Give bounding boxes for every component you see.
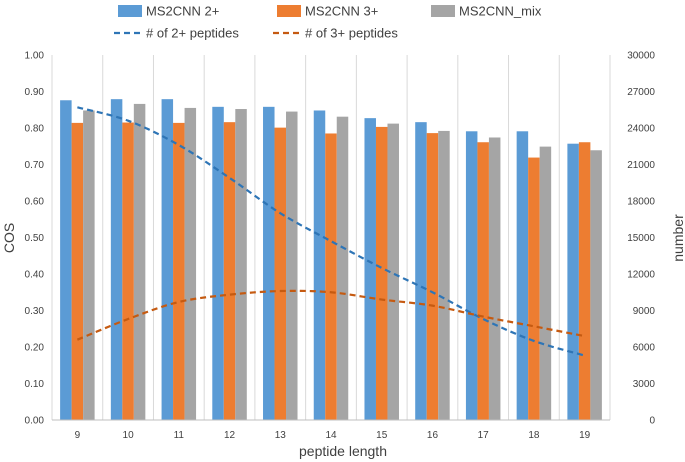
bar [567,143,579,420]
bar [83,110,95,420]
right-axis-ticks: 0 3000 6000 9000 12000 15000 18000 21000 24000 27… [627,51,655,427]
bar [590,150,602,420]
x-tick-label: 12 [224,430,236,441]
y-tick-label: 0.50 [25,233,45,244]
x-tick-label: 19 [579,430,591,441]
y-tick-label: 0.70 [25,160,45,171]
bar [122,122,134,421]
bar [184,107,197,421]
x-tick-label: 14 [325,430,337,441]
bar [133,103,146,420]
legend: MS2CNN 2+ MS2CNN 3+ MS2CNN_mix # of 2+ pept… [114,4,542,41]
bar [313,110,326,420]
y-tick-label: 1.00 [25,51,45,62]
y-tick-label: 0.10 [25,379,45,390]
bar [438,130,450,421]
x-tick-label: 16 [427,430,439,441]
bar [364,118,376,421]
y-tick-label: 0.40 [25,270,45,281]
bar [516,131,529,420]
y-axis-label: COS [1,223,17,253]
bar [173,122,185,420]
line-series [76,106,585,357]
bar [578,142,591,421]
bar [387,123,399,421]
bar [528,157,540,420]
legend-label: MS2CNN_mix [459,4,542,19]
bar [426,133,439,421]
y2-tick-label: 27000 [627,87,655,98]
y2-tick-label: 12000 [627,270,655,281]
bar [235,109,247,421]
y-tick-label: 0.60 [25,197,45,208]
y2-tick-label: 9000 [633,306,656,317]
legend-swatch [118,5,142,17]
y2-tick-label: 30000 [627,51,655,62]
y-tick-label: 0.00 [25,416,45,427]
legend-label: MS2CNN 3+ [305,4,378,19]
x-tick-label: 9 [75,430,81,441]
legend-swatch [431,5,455,17]
legend-swatch [277,5,301,17]
bar [274,127,287,420]
x-tick-label: 17 [478,430,490,441]
y-tick-label: 0.90 [25,87,45,98]
y2-tick-label: 3000 [633,379,656,390]
legend-label: MS2CNN 2+ [146,4,219,19]
bar [375,126,388,420]
bar [110,99,123,420]
x-axis-label: peptide length [299,443,387,459]
bar [60,100,72,420]
y2-tick-label: 6000 [633,343,656,354]
bar [539,146,552,421]
bar [415,122,427,420]
y-tick-label: 0.30 [25,306,45,317]
bar [263,106,275,420]
bar [325,133,337,420]
bar [465,131,478,420]
y-tick-label: 0.20 [25,343,45,354]
y2-tick-label: 24000 [627,124,655,135]
x-tick-label: 11 [174,430,185,441]
legend-label: # of 2+ peptides [146,26,239,41]
y2-tick-label: 0 [649,416,655,427]
y2-axis-label: number [670,214,685,262]
legend-label: # of 3+ peptides [305,26,398,41]
y-tick-label: 0.80 [25,124,45,135]
bar [223,122,236,420]
x-tick-label: 15 [376,430,388,441]
bar [336,116,349,420]
bar [71,122,84,420]
left-axis-ticks: 0.00 0.10 0.20 0.30 0.40 0.50 0.60 0.70 0.80 0.90… [25,51,45,427]
bar [161,99,174,420]
series-line [77,106,585,357]
bar [488,137,501,421]
x-tick-label: 10 [123,430,135,441]
series-line [76,289,585,341]
bar-series [60,99,602,421]
y2-tick-label: 21000 [627,160,655,171]
x-axis-ticks: 9 10 11 12 13 14 15 16 17 18 19 [75,430,591,441]
y2-tick-label: 18000 [627,197,655,208]
bar [286,111,298,420]
bar [212,106,224,420]
x-tick-label: 13 [275,430,287,441]
x-tick-label: 18 [528,430,540,441]
grid-lines [51,55,611,420]
y2-tick-label: 15000 [627,233,655,244]
bar [477,142,489,421]
